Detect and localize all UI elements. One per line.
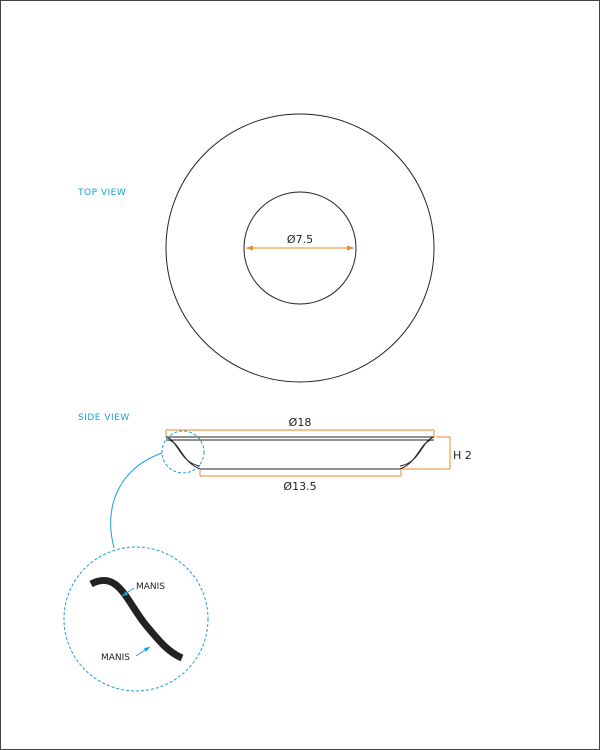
side-profile xyxy=(165,436,435,470)
detail-marker-circle xyxy=(161,430,205,474)
side-view-label: SIDE VIEW xyxy=(78,413,130,423)
outer-circle xyxy=(165,113,435,383)
enlarged-profile xyxy=(89,576,184,662)
height-label: H 2 xyxy=(453,449,472,462)
height-dimension xyxy=(402,436,451,470)
callout-label-bottom: MANIS xyxy=(101,653,130,663)
callout-leader-top xyxy=(121,587,135,597)
inner-circle xyxy=(243,191,357,305)
callout-label-top: MANIS xyxy=(136,582,165,592)
inner-diameter-dimension xyxy=(246,245,354,251)
detail-leader-line xyxy=(110,452,163,549)
callout-leader-bottom xyxy=(135,646,151,657)
detail-circle xyxy=(63,546,209,692)
bottom-diameter-label: Ø13.5 xyxy=(283,480,316,493)
bottom-diameter-dimension xyxy=(199,469,402,477)
top-view-label: TOP VIEW xyxy=(77,188,126,198)
outer-diameter-label: Ø18 xyxy=(289,416,312,429)
inner-diameter-label: Ø7.5 xyxy=(287,233,313,246)
outer-diameter-dimension xyxy=(165,429,435,437)
